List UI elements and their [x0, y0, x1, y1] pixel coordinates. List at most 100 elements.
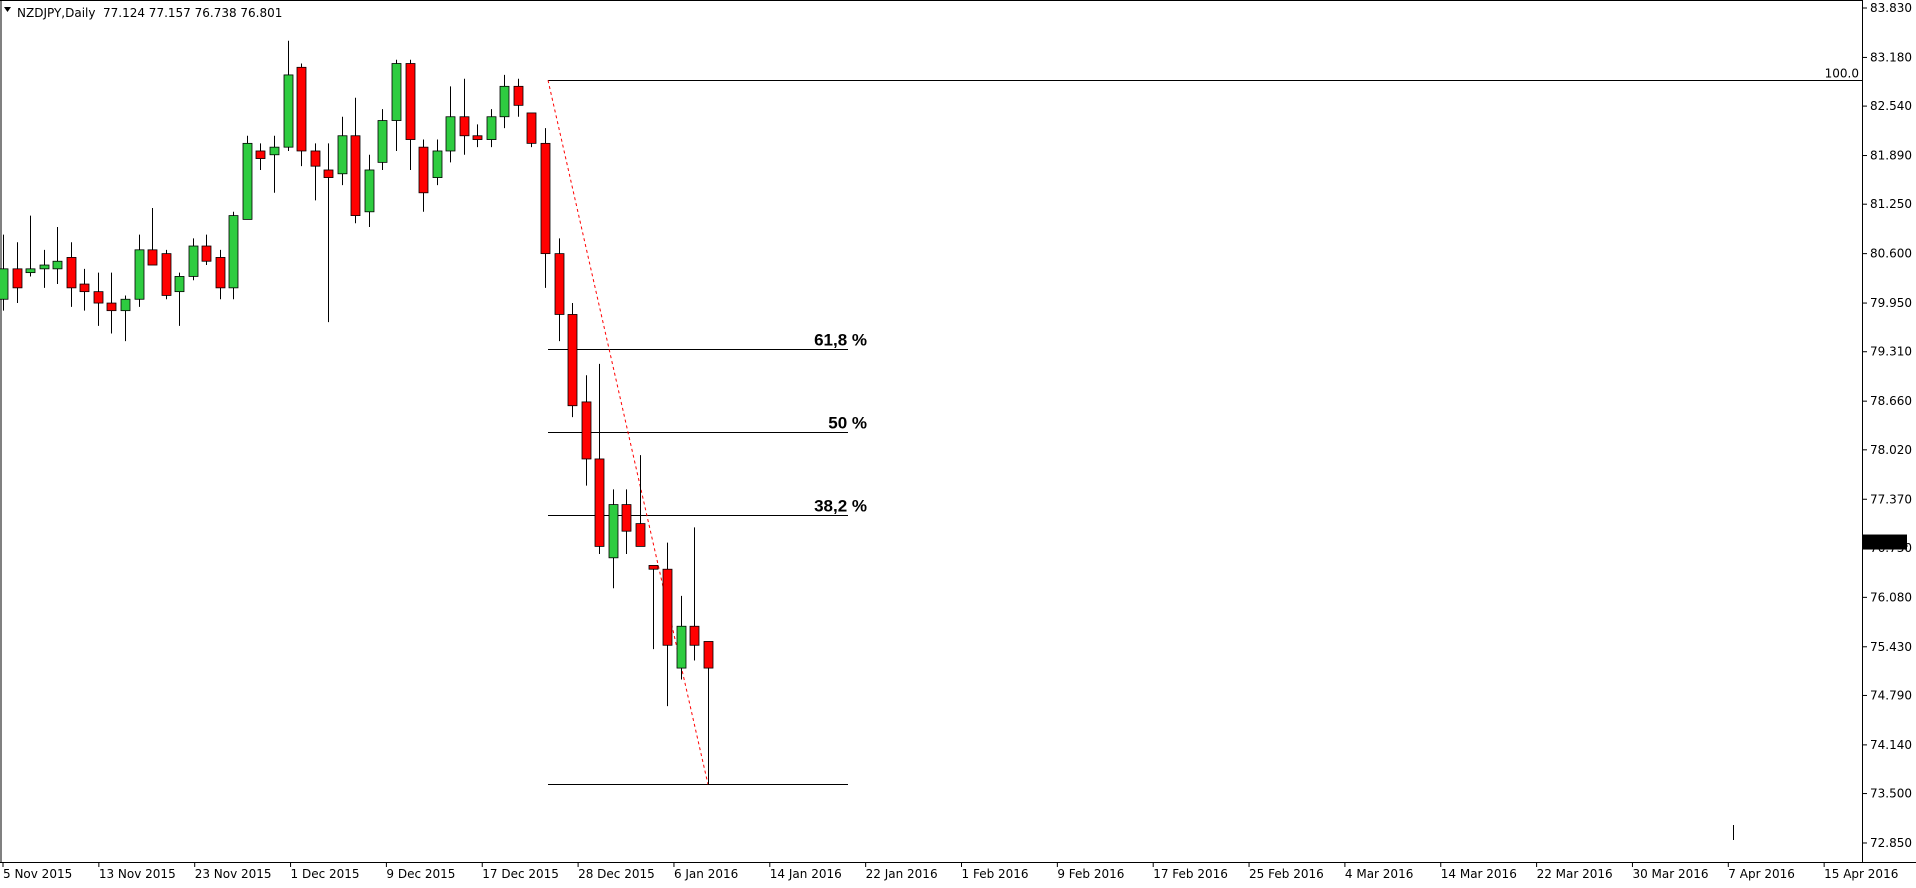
candle [228, 211, 239, 300]
bear-candle-body [93, 291, 104, 304]
bull-candle-body [39, 264, 50, 270]
fib-level-label: 100.0 [1825, 67, 1859, 81]
candle [310, 143, 321, 201]
candle [554, 238, 565, 342]
price-tick-label: 76.080 [1870, 590, 1912, 604]
bull-candle-body [445, 116, 456, 152]
candle [499, 74, 510, 129]
price-tick-label: 72.850 [1870, 836, 1912, 850]
bull-candle-body [242, 142, 253, 220]
candle [432, 139, 443, 186]
bull-candle-body [432, 150, 443, 178]
price-tick-label: 74.140 [1870, 738, 1912, 752]
time-tick-label: 4 Mar 2016 [1345, 867, 1413, 881]
candle [662, 542, 673, 707]
bear-candle-body [147, 249, 158, 266]
time-tick-label: 13 Nov 2015 [99, 867, 176, 881]
time-tick-label: 1 Feb 2016 [962, 867, 1029, 881]
bear-candle-body [459, 116, 470, 137]
bear-candle-body [594, 458, 605, 547]
candle [418, 139, 429, 212]
time-tick-label: 1 Dec 2015 [291, 867, 360, 881]
price-tick-label: 79.310 [1870, 345, 1912, 359]
price-tick-label: 75.430 [1870, 640, 1912, 654]
bull-candle-body [608, 504, 619, 559]
candle [621, 489, 632, 555]
fibonacci-retracement[interactable]: 100.0 61,8 % 50 % 38,2 % [548, 67, 1862, 785]
time-tick-label: 23 Nov 2015 [195, 867, 272, 881]
time-tick-label: 7 Apr 2016 [1728, 867, 1795, 881]
candle [594, 363, 605, 555]
candle [526, 112, 537, 148]
candle [134, 234, 145, 307]
bear-candle-body [554, 253, 565, 315]
time-tick-label: 14 Jan 2016 [770, 867, 842, 881]
bear-candle-body [296, 66, 307, 152]
ohlc-values: 77.124 77.157 76.738 76.801 [103, 6, 282, 20]
bear-candle-body [215, 257, 226, 289]
bear-candle-body [323, 169, 334, 178]
time-tick-label: 15 Apr 2016 [1824, 867, 1898, 881]
bear-candle-body [703, 641, 714, 669]
fib-level-label: 50 % [828, 414, 867, 433]
bull-candle-body [174, 276, 185, 293]
candle [540, 128, 551, 288]
price-tick-label: 80.600 [1870, 247, 1912, 261]
time-axis[interactable]: 5 Nov 2015 13 Nov 2015 23 Nov 2015 1 Dec 20… [2, 862, 1898, 881]
bull-candle-body [0, 268, 9, 300]
bull-candle-body [377, 120, 388, 163]
candle [391, 59, 402, 151]
bull-candle-body [337, 135, 348, 175]
time-tick-label: 14 Mar 2016 [1441, 867, 1517, 881]
candle [79, 268, 90, 311]
fib-level-label: 61,8 % [814, 331, 867, 350]
price-tick-label: 83.830 [1870, 1, 1912, 15]
bear-candle-body [526, 112, 537, 144]
candle [12, 242, 23, 304]
price-tick-label: 78.660 [1870, 394, 1912, 408]
time-tick-label: 17 Feb 2016 [1153, 867, 1228, 881]
candle [648, 565, 659, 650]
candle [472, 124, 483, 148]
bear-candle-body [567, 314, 578, 407]
candle [283, 40, 294, 151]
fib-level-label: 38,2 % [814, 497, 867, 516]
candle [364, 154, 375, 228]
price-tick-label: 78.020 [1870, 443, 1912, 457]
bull-candle-body [364, 169, 375, 213]
candle [296, 63, 307, 167]
candle [174, 272, 185, 326]
candle [120, 295, 131, 342]
candle [147, 207, 158, 266]
bull-candle-body [499, 85, 510, 118]
bull-candle-body [52, 260, 63, 270]
symbol-label: NZDJPY,Daily [17, 6, 95, 20]
price-tick-label: 73.500 [1870, 787, 1912, 801]
collapse-triangle-icon[interactable] [4, 7, 11, 12]
time-tick-label: 25 Feb 2016 [1249, 867, 1324, 881]
bear-candle-body [581, 401, 592, 460]
bear-candle-body [621, 504, 632, 532]
time-tick-label: 9 Dec 2015 [386, 867, 455, 881]
candle [161, 249, 172, 300]
bear-candle-body [648, 565, 659, 570]
candle [201, 234, 212, 266]
time-tick-label: 6 Jan 2016 [674, 867, 738, 881]
price-tick-label: 74.790 [1870, 688, 1912, 702]
bear-candle-body [79, 283, 90, 293]
candle [445, 86, 456, 163]
bear-candle-body [106, 302, 117, 312]
bear-candle-body [12, 268, 23, 289]
bull-candle-body [269, 146, 280, 156]
candle [608, 489, 619, 589]
candle [405, 59, 416, 170]
bear-candle-body [472, 135, 483, 140]
bull-candle-body [486, 116, 497, 140]
candle [255, 143, 266, 170]
price-axis[interactable]: 83.830 83.180 82.540 81.890 81.250 80.600 79.9… [1862, 1, 1912, 850]
time-tick-label: 9 Feb 2016 [1057, 867, 1124, 881]
time-tick-label: 5 Nov 2015 [3, 867, 72, 881]
candle [93, 272, 104, 326]
